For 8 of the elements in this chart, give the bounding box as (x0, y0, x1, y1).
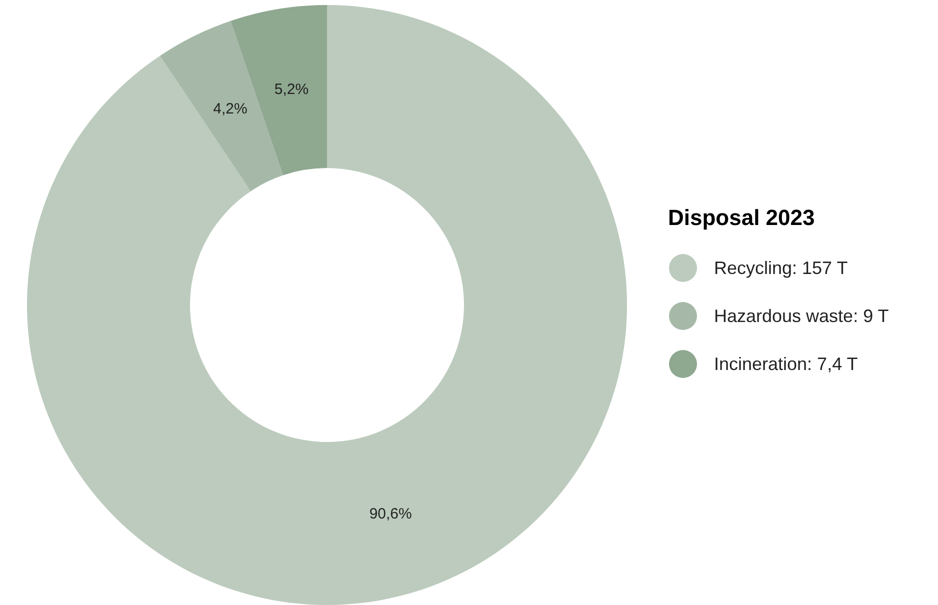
donut-slice (27, 5, 627, 605)
data-label: 5,2% (274, 80, 309, 98)
legend-label: Recycling: 157 T (714, 258, 848, 278)
legend-label: Hazardous waste: 9 T (714, 306, 889, 326)
data-label: 4,2% (213, 100, 248, 118)
data-label: 90,6% (369, 506, 412, 523)
legend-title: Disposal 2023 (668, 205, 816, 231)
legend-label: Incineration: 7,4 T (714, 354, 858, 374)
